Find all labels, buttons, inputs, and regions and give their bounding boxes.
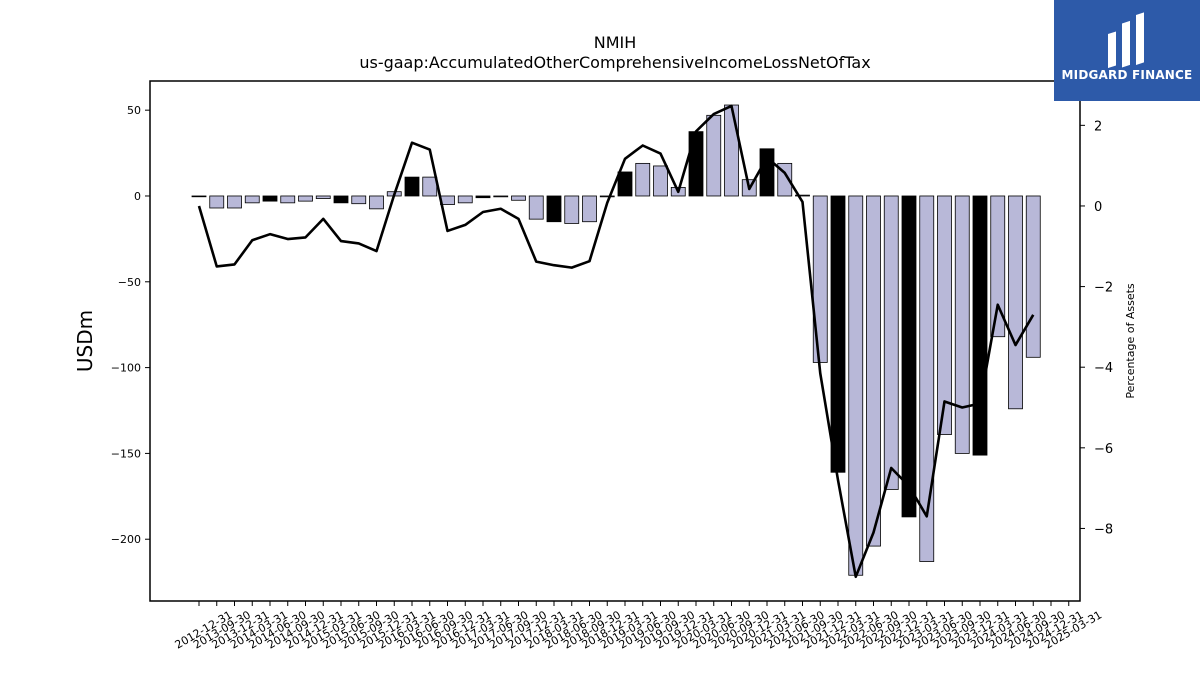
y-tick-label-right: 2 <box>1094 119 1102 134</box>
brand-logo: MIDGARD FINANCE <box>1054 0 1200 101</box>
left-axis: 50 0 −50 −100 −150 −200 <box>111 104 150 546</box>
bar <box>227 195 242 209</box>
y-tick-label-left: −150 <box>111 447 141 460</box>
plot-frame <box>149 80 1081 602</box>
bar <box>457 195 473 204</box>
bar <box>511 195 526 201</box>
bar <box>937 195 952 435</box>
y-tick-label-right: −4 <box>1094 361 1113 376</box>
bar <box>1025 195 1041 358</box>
bar <box>546 195 562 223</box>
bar <box>404 176 420 197</box>
bar <box>493 195 509 198</box>
bar <box>919 195 935 562</box>
bar <box>209 195 225 209</box>
bar <box>244 195 260 204</box>
chart-title: NMIH <box>594 33 637 52</box>
y-axis-label-left: USDm <box>73 310 97 372</box>
bar <box>528 195 544 220</box>
bar <box>617 171 633 197</box>
bar <box>564 195 580 224</box>
y-axis-label-right: Percentage of Assets <box>1124 283 1137 399</box>
bar <box>724 104 739 197</box>
y-tick-label-left: 0 <box>134 190 141 203</box>
bar <box>653 165 668 197</box>
y-tick-label-right: 0 <box>1094 200 1102 215</box>
bar <box>599 195 615 198</box>
bar <box>315 195 331 199</box>
bar <box>866 195 881 547</box>
line-layer <box>197 104 1035 579</box>
y-tick-label-right: −6 <box>1094 442 1113 457</box>
bar <box>422 176 438 197</box>
bar <box>191 195 207 198</box>
bars-layer <box>191 104 1041 576</box>
bar <box>848 195 864 576</box>
bar <box>706 114 722 197</box>
midgard-logo-icon <box>1108 12 1144 68</box>
bar <box>475 195 491 199</box>
y-tick-label-left: −100 <box>111 362 141 375</box>
bar <box>1008 195 1023 410</box>
y-tick-label-right: −2 <box>1094 281 1113 296</box>
bar <box>280 195 296 204</box>
bar <box>759 148 775 197</box>
line-series <box>197 104 1035 579</box>
bar <box>901 195 917 518</box>
bar <box>333 195 349 204</box>
bar <box>954 195 970 454</box>
y-tick-label-right: −8 <box>1094 522 1113 537</box>
y-tick-label-left: −50 <box>118 276 141 289</box>
logo-text: MIDGARD FINANCE <box>1061 68 1193 82</box>
bar <box>262 195 278 202</box>
bar <box>582 195 597 223</box>
y-tick-label-left: −200 <box>111 533 141 546</box>
bar <box>688 131 704 197</box>
x-axis: 2012-12-312013-09-302013-12-312014-03-31… <box>173 601 1104 652</box>
chart-subtitle: us-gaap:AccumulatedOtherComprehensiveInc… <box>359 53 870 72</box>
bar <box>298 195 313 202</box>
bar <box>972 195 988 456</box>
right-axis: 2 0 −2 −4 −6 −8 <box>1080 119 1113 537</box>
bar <box>883 195 899 490</box>
bar <box>990 195 1006 338</box>
y-tick-label-left: 50 <box>127 104 141 117</box>
bar <box>830 195 846 473</box>
bar <box>351 195 367 205</box>
bar <box>635 162 651 197</box>
bar <box>795 194 810 197</box>
bar <box>369 195 384 210</box>
